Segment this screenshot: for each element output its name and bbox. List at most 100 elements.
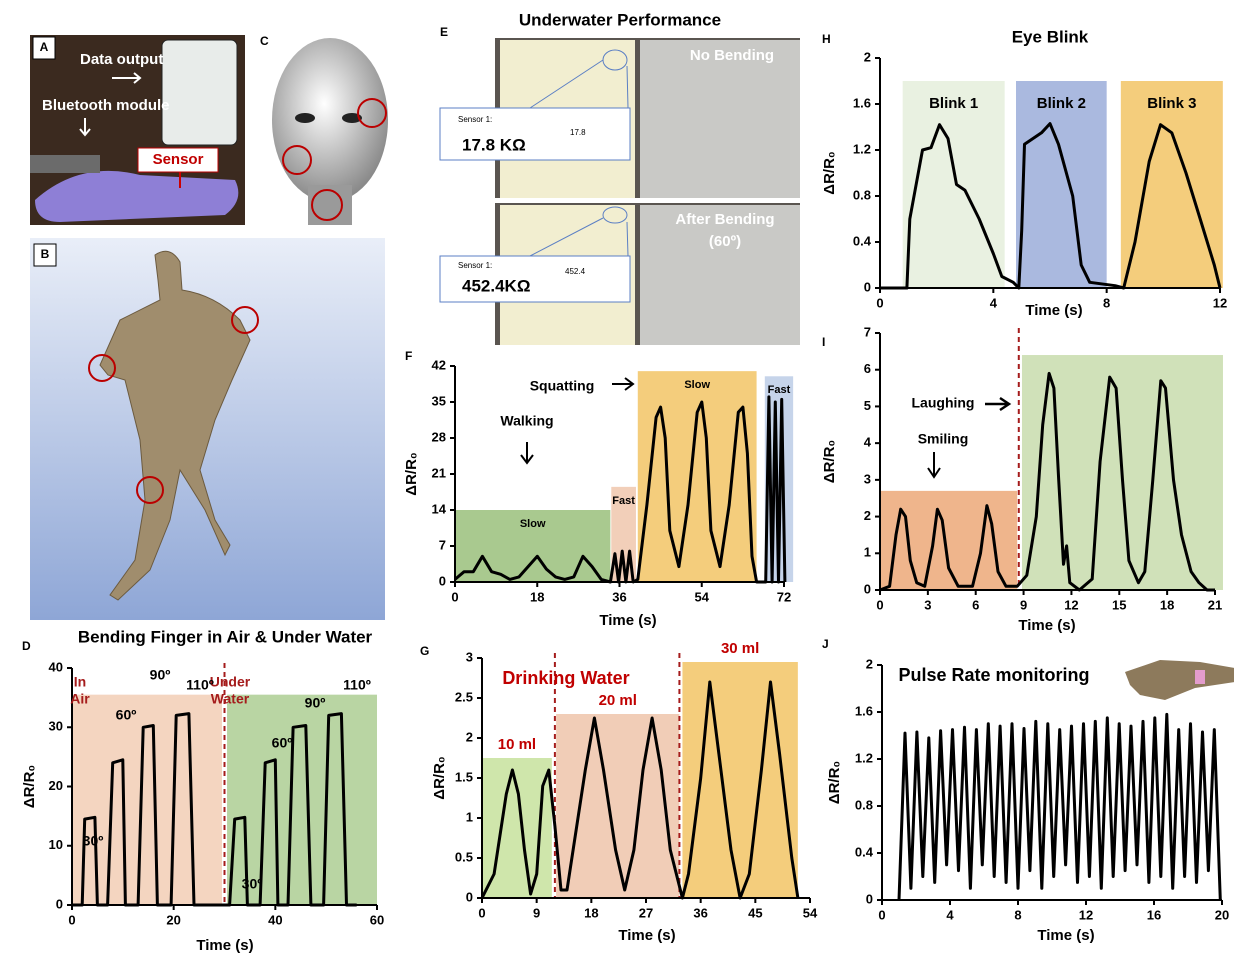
region [903,81,1005,288]
x-tick-label: 40 [268,912,282,927]
screen-value: 452.4 [565,267,586,276]
x-tick-label: 12 [1079,907,1093,922]
y-tick-label: 6 [864,361,871,376]
annotation: After Bending [675,211,774,228]
panel-label: D [22,639,31,653]
y-tick-label: 1.2 [853,141,871,156]
sensor-label: Sensor 1: [458,115,492,124]
y-tick-label: 0 [56,896,63,911]
photo-c: C [260,34,388,225]
x-tick-label: 9 [533,905,540,920]
title: Underwater Performance [519,10,721,29]
annotation: In [74,674,86,690]
y-tick-label: 21 [432,465,446,480]
x-tick-label: 8 [1103,295,1110,310]
y-tick-label: 4 [864,435,872,450]
x-tick-label: 15 [1112,597,1126,612]
region-label: Fast [768,384,791,396]
x-tick-label: 0 [451,589,458,604]
x-tick-label: 27 [639,905,653,920]
annotation: 110º [186,677,214,693]
y-tick-label: 1.2 [855,750,873,765]
x-tick-label: 3 [924,597,931,612]
x-tick-label: 0 [876,295,883,310]
annotation: 30º [83,833,104,849]
x-tick-label: 60 [370,912,384,927]
y-tick-label: 10 [49,837,63,852]
y-tick-label: 14 [432,501,447,516]
y-tick-label: 0 [864,581,871,596]
x-axis-label: Time (s) [1025,302,1082,319]
x-axis-label: Time (s) [1018,617,1075,634]
x-tick-label: 45 [748,905,762,920]
screen-value: 17.8 [570,128,586,137]
x-tick-label: 0 [876,597,883,612]
y-tick-label: 0.4 [855,844,874,859]
panel-label: F [405,349,412,363]
x-tick-label: 36 [693,905,707,920]
y-tick-label: 0.8 [855,797,873,812]
x-tick-label: 72 [777,589,791,604]
region [1121,81,1223,288]
annotation: Smiling [918,431,969,447]
figure: A Data output Bluetooth module Sensor C … [0,0,1234,956]
x-tick-label: 21 [1208,597,1222,612]
region [880,491,1017,590]
annotation: Squatting [530,378,595,394]
sensor-label: Sensor 1: [458,261,492,270]
chart-title: Eye Blink [1012,27,1089,46]
region [556,714,679,898]
x-axis-label: Time (s) [599,612,656,629]
y-axis-label: ΔR/R₀ [821,440,838,483]
photo-b: B [30,238,385,620]
y-tick-label: 3 [466,649,473,664]
x-tick-label: 4 [946,907,954,922]
x-tick-label: 12 [1064,597,1078,612]
panel-label: H [822,32,831,46]
chart: SlowFastSlowFast018365472071421283542FTi… [403,349,793,629]
y-tick-label: 2 [866,656,873,671]
region-label: 30 ml [721,640,759,657]
x-tick-label: 6 [972,597,979,612]
y-tick-label: 0.4 [853,233,872,248]
y-tick-label: 0 [439,573,446,588]
x-tick-label: 12 [1213,295,1227,310]
annotation: Pulse Rate monitoring [898,665,1089,685]
annotation: Data output [80,51,163,68]
y-tick-label: 1.6 [855,703,873,718]
x-tick-label: 0 [878,907,885,922]
y-tick-label: 0 [866,891,873,906]
annotation: Bluetooth module [42,97,170,114]
chart-title: Bending Finger in Air & Under Water [78,627,373,646]
x-tick-label: 4 [990,295,998,310]
panel-label: C [260,34,269,48]
y-tick-label: 30 [49,719,63,734]
y-tick-label: 2 [864,49,871,64]
chart: 0204060010203040Bending Finger in Air & … [21,627,384,953]
panel-label: G [420,644,429,658]
region-label: Slow [684,379,710,391]
annotation: 90º [305,695,326,711]
reading: 17.8 KΩ [462,135,526,154]
y-tick-label: 42 [432,357,446,372]
y-tick-label: 7 [439,537,446,552]
x-axis-label: Time (s) [618,927,675,944]
region-label: Blink 1 [929,95,978,112]
region [638,371,757,582]
data-line [899,714,1220,900]
annotation: Under [210,674,251,690]
annotation: 60º [272,735,293,751]
y-tick-label: 0.8 [853,187,871,202]
y-axis-label: ΔR/R₀ [21,765,38,808]
y-tick-label: 20 [49,778,63,793]
reading: 452.4KΩ [462,276,530,295]
y-tick-label: 1 [466,809,473,824]
y-tick-label: 35 [432,393,446,408]
x-tick-label: 18 [584,905,598,920]
panel-label: I [822,335,825,349]
annotation: 60º [116,707,137,723]
annotation: 90º [150,667,171,683]
annotation: 110º [343,677,371,693]
